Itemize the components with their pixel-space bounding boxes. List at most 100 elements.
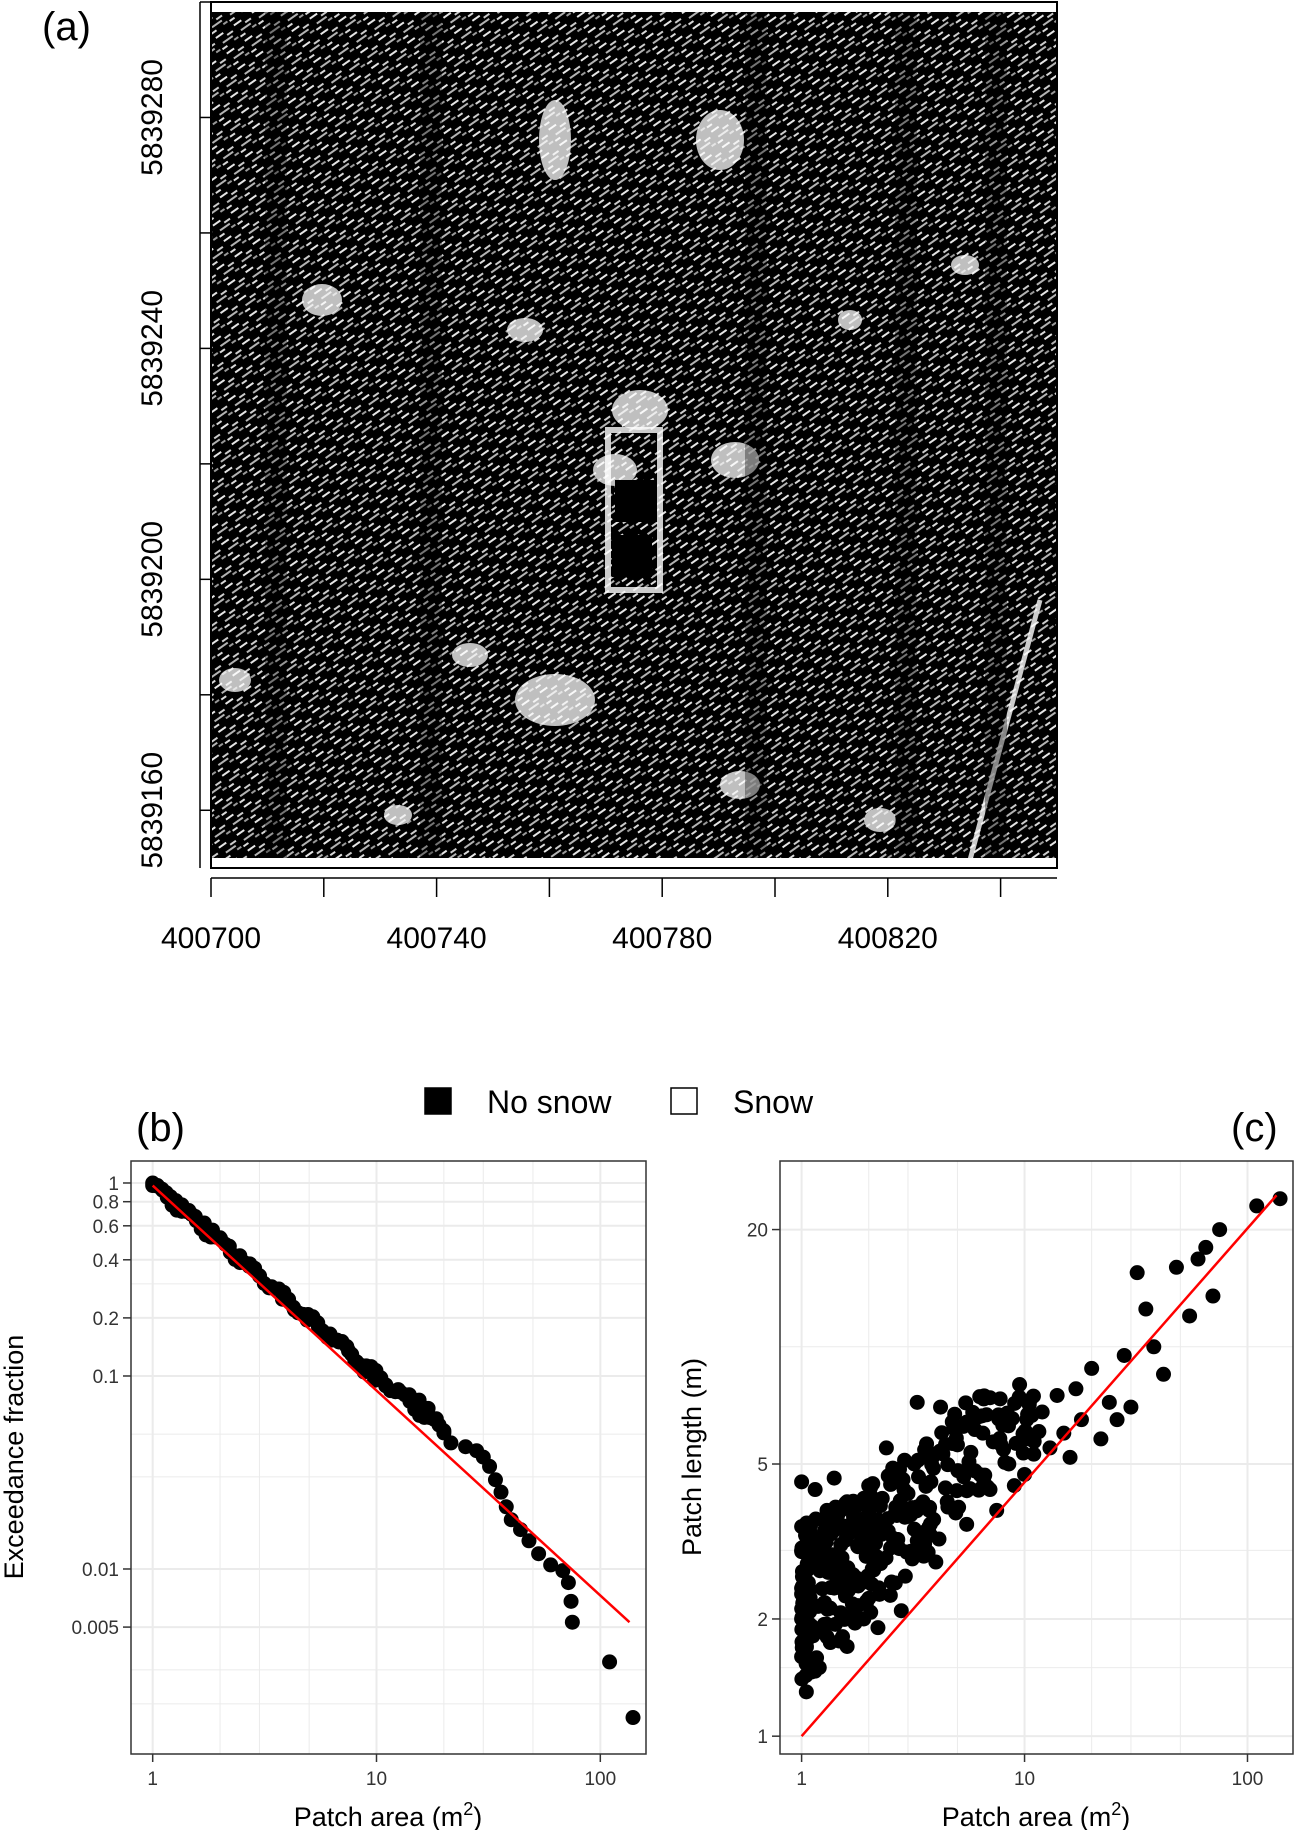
plot-c-point [1146,1339,1162,1355]
plot-c-point [798,1684,814,1700]
plot-c-point [802,1604,818,1620]
plot-b-point [482,1458,498,1474]
tree-row [745,12,767,864]
plot-c-point [967,1422,983,1438]
snow-patch [452,643,488,667]
snow-patch [864,808,896,832]
plot-c-point [965,1404,981,1420]
legend-key-snow [670,1087,698,1115]
plot-c-axes: 1 10 100 1 2 5 20 [747,1221,1263,1790]
map-axes: 400700 400740 400780 400820 5839280 5839240 58… [136,1,1057,955]
plot-c-area [780,1161,1293,1754]
tree-row [420,12,442,864]
snow-map-raster [211,12,1057,864]
plot-c-point [844,1596,860,1612]
plot-c-point [1012,1377,1028,1393]
map-y-tick-label: 5839160 [136,752,169,869]
map-bottom-border [211,858,1057,868]
plot-c-y-tick-label: 2 [757,1610,768,1631]
plot-c-point [1190,1251,1206,1267]
legend-key-no-snow [424,1087,452,1115]
plot-c-ylabel: Patch length (m) [677,1358,707,1556]
dark-plot [612,535,652,577]
plot-c-x-tick-label: 100 [1232,1769,1264,1790]
plot-c-point [850,1539,866,1555]
plot-c-point [870,1620,886,1636]
plot-c-point [887,1506,903,1522]
map-y-tick-label: 5839200 [136,521,169,638]
plot-c-point [985,1434,1001,1450]
plot-c-point [1272,1191,1288,1207]
road-line [967,599,1043,861]
plot-b-y-tick-label: 0.2 [93,1309,119,1330]
plot-c-point [840,1560,856,1576]
plot-c-point [801,1628,817,1644]
plot-c-point [934,1425,950,1441]
plot-c-point [1198,1239,1214,1255]
map-x-tick-label: 400780 [612,922,712,955]
plot-c-point [922,1499,938,1515]
tree-row [985,12,1007,864]
plot-b-y-tick-label: 0.6 [93,1217,119,1238]
plot-c-point [897,1568,913,1584]
plot-c-point [856,1490,872,1506]
plot-c-point [920,1544,936,1560]
plot-b-point [487,1472,503,1488]
plot-c-point [849,1572,865,1588]
plot-c-point [1155,1366,1171,1382]
plot-c-point [997,1454,1013,1470]
plot-c-point [909,1394,925,1410]
panel-c-label: (c) [1231,1106,1278,1150]
plot-b-point [560,1575,576,1591]
plot-c-point [826,1470,842,1486]
plot-c-point [959,1516,975,1532]
plot-c-point [871,1580,887,1596]
plot-b-point [564,1614,580,1630]
plot-b-point [602,1654,618,1670]
plot-c-point [814,1624,830,1640]
plot-c-point [937,1480,953,1496]
snow-patch [838,310,862,330]
plot-b-point [521,1533,537,1549]
plot-b-ylabel: Exceedance fraction [0,1335,29,1580]
plot-c-point [1212,1222,1228,1238]
plot-c-point [882,1587,898,1603]
plot-c-point [1042,1440,1058,1456]
plot-c-point [1101,1394,1117,1410]
plot-c-point [951,1499,967,1515]
plot-c-point [1024,1432,1040,1448]
plot-c-point [807,1482,823,1498]
plot-c-point [803,1532,819,1548]
plot-c-point [893,1475,909,1491]
panel-c: (c) 1 10 100 1 2 5 20 Patch area (m2) Patch le… [677,1106,1294,1830]
plot-c-point [917,1442,933,1458]
plot-c-point [835,1629,851,1645]
plot-b-x-tick-label: 100 [584,1769,616,1790]
plot-c-point [1123,1399,1139,1415]
plot-c-point [1006,1478,1022,1494]
plot-b-frame [130,1160,647,1755]
plot-b-point [625,1710,641,1726]
plot-b-x-tick-label: 1 [147,1769,158,1790]
plot-b-y-tick-label: 0.005 [71,1618,119,1639]
dark-plot [615,480,657,522]
plot-c-point [819,1601,835,1617]
map-top-border [211,2,1057,12]
plot-b-y-tick-label: 0.8 [93,1193,119,1214]
plot-c-point [1068,1381,1084,1397]
plot-c-point [874,1490,890,1506]
plot-c-point [933,1399,949,1415]
plot-c-point [883,1574,899,1590]
snow-patch [384,805,412,825]
snow-patch [696,110,744,170]
plot-c-y-tick-label: 5 [757,1455,768,1476]
plot-b-y-tick-label: 0.4 [93,1251,120,1272]
snow-patch [539,100,571,180]
plot-c-point [1182,1308,1198,1324]
plot-c-point [940,1499,956,1515]
map-y-tick-label: 5839280 [136,59,169,176]
plot-c-point [797,1644,813,1660]
plot-c-point [1025,1388,1041,1404]
